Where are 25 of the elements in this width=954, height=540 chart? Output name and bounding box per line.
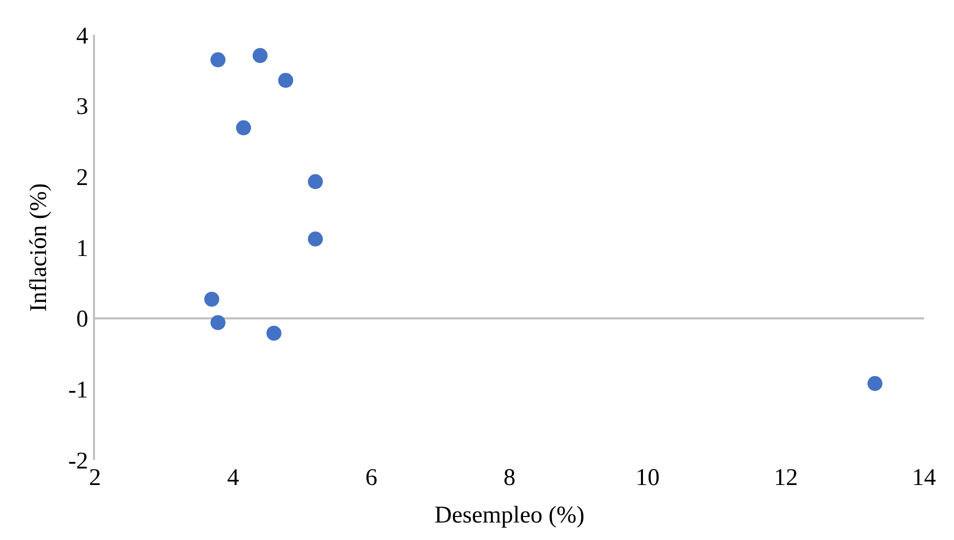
point: [210, 52, 226, 68]
point: [204, 292, 220, 307]
y-tick-label: 0: [76, 306, 88, 333]
x-tick-label: 14: [912, 465, 936, 491]
x-tick-label: 8: [504, 465, 516, 491]
x-axis-title: Desempleo (%): [434, 502, 584, 528]
point: [308, 174, 323, 190]
y-tick-label: -2: [68, 448, 88, 474]
point: [210, 315, 226, 330]
y-axis-title: Inflación (%): [26, 183, 52, 312]
x-tick-label: 6: [365, 465, 378, 491]
point: [867, 376, 882, 391]
x-tick-label: 4: [227, 465, 240, 491]
y-tick-label: 4: [76, 23, 88, 50]
point: [236, 120, 252, 136]
x-tick-label: 12: [774, 465, 798, 491]
y-tick-label: 3: [76, 94, 88, 120]
point: [266, 326, 282, 341]
x-tick-label: 10: [636, 465, 660, 491]
point: [308, 232, 323, 246]
point: [278, 72, 294, 88]
y-tick-label: 2: [76, 165, 88, 192]
point: [252, 48, 268, 64]
y-tick-label: -1: [68, 378, 88, 404]
y-tick-label: 1: [76, 236, 88, 262]
